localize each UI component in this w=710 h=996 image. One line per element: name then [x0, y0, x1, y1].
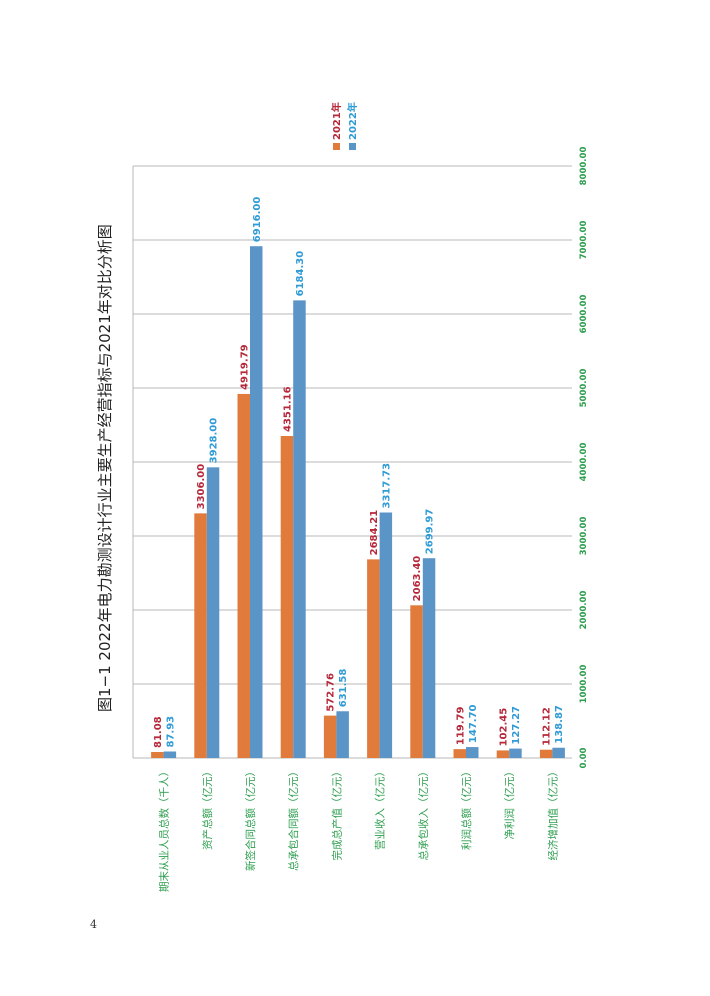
tick-label: 2000.00 — [579, 591, 589, 630]
value-label-2021: 112.12 — [542, 707, 553, 746]
value-label-2021: 102.45 — [498, 708, 509, 747]
bar-2021 — [453, 749, 466, 758]
bars — [151, 246, 565, 758]
value-label-2021: 81.08 — [153, 716, 164, 748]
value-label-2021: 4919.79 — [239, 344, 250, 390]
tick-labels: 0.00 1000.00 2000.00 3000.00 4000.00 5000.00 6… — [579, 147, 589, 769]
bar-2021 — [323, 715, 337, 758]
bar-2022 — [163, 751, 177, 758]
tick-label: 7000.00 — [579, 221, 589, 260]
page-number: 4 — [90, 918, 97, 931]
value-label-2022: 87.93 — [165, 716, 176, 748]
value-label-2021: 572.76 — [326, 673, 337, 712]
category-label: 期末从业人员总数（千人） — [158, 766, 171, 892]
bar-2022 — [293, 300, 306, 758]
value-label-2021: 3306.00 — [196, 464, 207, 510]
bar-2021 — [367, 559, 380, 758]
bar-2022 — [379, 512, 393, 758]
bar-2021 — [194, 513, 207, 758]
category-label: 经济增加值（亿元） — [546, 766, 559, 861]
tick-label: 5000.00 — [579, 369, 589, 408]
bar-2021 — [237, 393, 250, 758]
legend-label-2021: 2021年 — [330, 102, 343, 140]
bar-2022 — [509, 748, 522, 758]
value-label-2022: 6916.00 — [252, 197, 263, 243]
bar-2021 — [280, 436, 294, 758]
tick-label: 8000.00 — [579, 147, 589, 186]
bar-2022 — [206, 467, 220, 758]
category-labels: 期末从业人员总数（千人） 资产总额（亿元） 新签合同总额（亿元） 总承包合同额（亿元）… — [158, 766, 560, 892]
value-label-2021: 4351.16 — [282, 386, 293, 432]
category-label: 净利润（亿元） — [503, 766, 516, 840]
value-label-2021: 119.79 — [455, 707, 466, 746]
bar-2021 — [410, 605, 423, 758]
value-label-2022: 147.70 — [468, 704, 479, 743]
value-label-2022: 3928.00 — [209, 418, 220, 464]
tick-label: 0.00 — [579, 747, 589, 768]
value-label-2022: 631.58 — [338, 669, 349, 708]
value-label-2022: 3317.73 — [381, 463, 392, 509]
bar-2022 — [336, 711, 349, 758]
tick-label: 3000.00 — [579, 517, 589, 556]
category-label: 总承包收入（亿元） — [417, 766, 430, 861]
category-label: 新签合同总额（亿元） — [244, 766, 257, 871]
category-label: 完成总产值（亿元） — [330, 766, 343, 861]
category-label: 利润总额（亿元） — [460, 766, 473, 850]
bar-2021 — [496, 750, 510, 758]
legend-label-2022: 2022年 — [346, 102, 359, 140]
bar-2021 — [539, 749, 553, 758]
category-label: 总承包合同额（亿元） — [287, 766, 300, 871]
category-label: 资产总额（亿元） — [201, 766, 214, 850]
tick-label: 6000.00 — [579, 295, 589, 334]
legend-swatch-2022 — [349, 143, 356, 150]
bar-2022 — [422, 558, 436, 758]
legend: 2021年 2022年 — [330, 102, 359, 150]
bar-2022 — [466, 747, 479, 758]
tick-label: 1000.00 — [579, 665, 589, 704]
chart-title: 图1−1 2022年电力勘测设计行业主要生产经营指标与2021年对比分析图 — [96, 224, 114, 712]
tick-label: 4000.00 — [579, 443, 589, 482]
value-label-2022: 138.87 — [554, 705, 565, 744]
bar-2021 — [151, 752, 164, 758]
value-label-2022: 2699.97 — [425, 509, 436, 555]
value-label-2021: 2063.40 — [412, 556, 423, 602]
value-label-2021: 2684.21 — [369, 510, 380, 556]
value-label-2022: 127.27 — [511, 706, 522, 745]
value-label-2022: 6184.30 — [295, 251, 306, 297]
bar-2022 — [250, 246, 263, 758]
category-label: 营业收入（亿元） — [374, 766, 387, 850]
legend-swatch-2021 — [333, 143, 340, 150]
bar-2022 — [552, 747, 565, 758]
